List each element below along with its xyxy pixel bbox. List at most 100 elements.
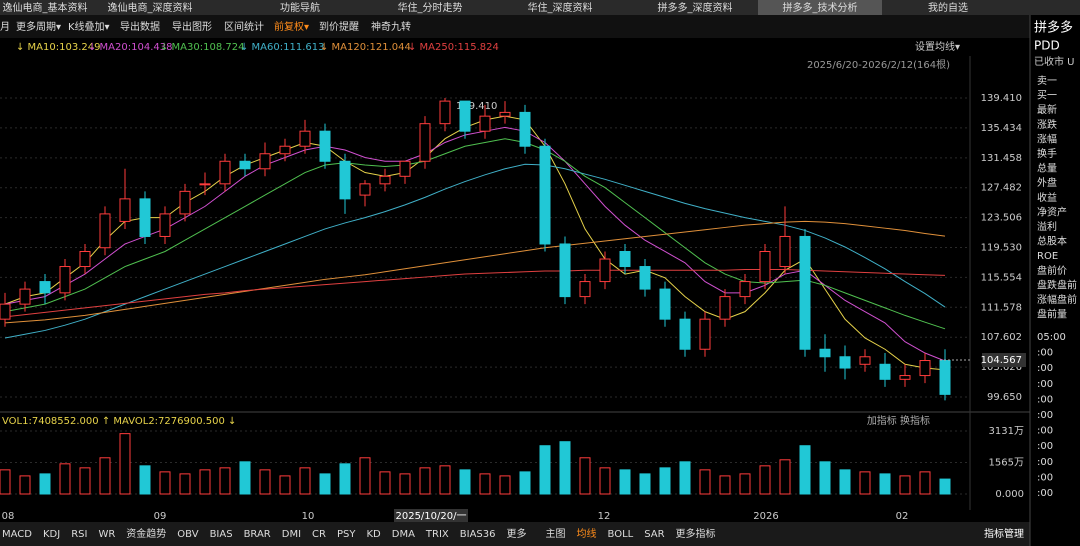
candle-body [399,160,411,177]
tab[interactable]: 拼多多_深度资料 [658,1,733,14]
volume-bar [179,473,191,495]
candle-body [279,145,291,155]
tab[interactable]: 我的自选 [928,1,968,14]
volume-bar [139,465,151,495]
candle-body [59,266,71,294]
indicator-buttons[interactable]: 加指标 换指标 [867,414,930,427]
quote-field: 买一 [1037,90,1057,102]
volume-bar [319,473,331,495]
candle-body [739,281,751,298]
x-tick-label: 09 [154,511,167,522]
candle-body [779,235,791,268]
trade-time: :00 [1037,363,1053,374]
ma-legend: ↓ MA30:108.724 [160,42,244,53]
toolbar-item[interactable]: 导出数据 [120,20,160,33]
tab[interactable]: 拼多多_技术分析 [783,1,858,14]
ma-legend: ↓ MA20:104.438 [88,42,172,53]
volume-bar [219,467,231,495]
indicator-tab[interactable]: BIAS36 [460,529,496,540]
x-tick-label: 2026 [753,511,778,522]
indicator-tab[interactable]: DMI [282,529,301,540]
indicator-tab[interactable]: TRIX [425,529,449,540]
toolbar-item[interactable]: 前复权▾ [274,20,309,33]
candle-body [619,250,631,268]
quote-field: 换手 [1037,147,1057,160]
candle-body [559,243,571,298]
indicator-tab[interactable]: CR [312,529,326,540]
indicator-tab[interactable]: KD [366,529,381,540]
candle-body [39,281,51,294]
volume-bar [659,467,671,495]
volume-bar [59,463,71,495]
toolbar-item[interactable]: 更多周期▾ [16,20,61,33]
volume-bar [159,471,171,495]
candle-body [939,360,951,395]
candle-body [799,235,811,350]
candle-body [439,100,451,125]
volume-bar [199,469,211,495]
ma-line [4,163,946,339]
toolbar-item[interactable]: 导出图形 [172,20,212,33]
candle-body [599,258,611,283]
tab[interactable]: 逸仙电商_深度资料 [108,1,193,14]
indicator-tab[interactable]: SAR [644,529,664,540]
tab[interactable]: 华住_深度资料 [528,1,593,14]
indicator-tab[interactable]: DMA [392,529,415,540]
tab[interactable]: 华住_分时走势 [398,1,463,14]
market-status: 已收市 U [1034,55,1075,68]
indicator-tab[interactable]: PSY [337,529,356,540]
indicator-tab[interactable]: OBV [177,529,198,540]
indicator-tab[interactable]: WR [98,529,115,540]
toolbar-item[interactable]: 神奇九转 [371,20,411,33]
candle-body [679,318,691,350]
indicator-tab[interactable]: 主图 [546,528,566,540]
indicator-tab[interactable]: MACD [2,529,32,540]
indicator-tab[interactable]: BRAR [244,529,271,540]
quote-field: 涨跌 [1037,118,1057,131]
volume-bar [859,471,871,495]
volume-bar [459,469,471,495]
indicator-tab[interactable]: BIAS [210,529,233,540]
trade-time: :00 [1037,426,1053,437]
volume-tick-label: 1565万 [989,458,1024,469]
tab[interactable]: 逸仙电商_基本资料 [3,1,88,14]
indicator-tab[interactable]: 资金趋势 [126,527,166,540]
indicator-tab[interactable]: 更多 [507,527,527,540]
volume-bar [739,473,751,495]
indicator-tab[interactable]: 均线 [577,527,597,540]
volume-bar [99,457,111,495]
cursor-date-box [394,509,468,522]
ma-settings[interactable]: 设置均线▾ [915,40,960,53]
active-tab [758,0,882,15]
toolbar-item[interactable]: K线叠加▾ [68,20,110,33]
candle-body [319,130,331,162]
quote-field: 盘跌盘前 [1037,278,1077,291]
candle-body [839,356,851,369]
indicator-tab[interactable]: 更多指标 [676,527,716,540]
x-tick-label: 12 [598,511,611,522]
candle-body [139,198,151,237]
indicator-tab[interactable]: BOLL [608,529,634,540]
volume-bar [879,473,891,495]
volume-bar [679,461,691,495]
candle-body [479,115,491,132]
tab[interactable]: 功能导航 [280,1,320,14]
volume-title: VOL1:7408552.000 ↑ MAVOL2:7276900.500 ↓ [2,416,236,427]
high-label: 139.410 [456,101,497,112]
indicator-manage[interactable]: 指标管理 [984,527,1024,540]
indicator-tab[interactable]: RSI [71,529,87,540]
volume-bar [799,445,811,495]
quote-field: 溢利 [1037,220,1057,233]
candle-body [639,266,651,290]
y-tick-label: 107.602 [981,332,1022,343]
volume-bar [699,469,711,495]
toolbar-item[interactable]: 区间统计 [224,20,264,33]
toolbar-item[interactable]: 月 [0,21,10,33]
indicator-tab[interactable]: KDJ [43,529,60,540]
trade-time: :00 [1037,410,1053,421]
indicator-bar [0,522,1030,546]
candle-body [659,288,671,320]
volume-bar [19,475,31,495]
quote-field: 涨幅盘前 [1037,293,1077,306]
toolbar-item[interactable]: 到价提醒 [319,21,359,33]
